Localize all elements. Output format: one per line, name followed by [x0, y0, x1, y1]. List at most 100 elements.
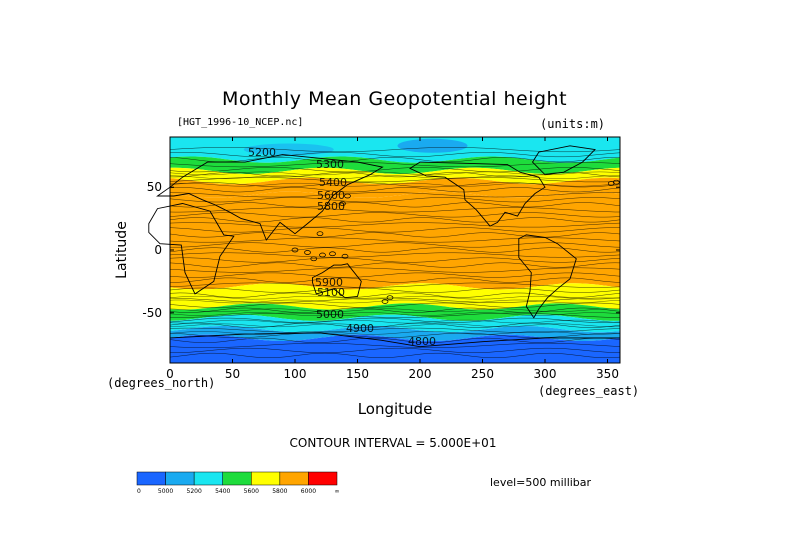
contour-line — [169, 327, 621, 333]
x-unit-label: (degrees_north) — [107, 376, 216, 390]
contour-line — [169, 162, 621, 168]
x-tick-label: 150 — [346, 367, 369, 381]
colorbar-swatch — [251, 471, 281, 486]
contour-line — [169, 197, 621, 203]
contour-label: 4900 — [346, 322, 374, 335]
contour-line — [170, 312, 620, 318]
contour-line — [169, 295, 621, 300]
contour-line — [169, 308, 621, 313]
y-tick-label: 0 — [154, 243, 162, 257]
coastline — [518, 234, 577, 319]
contour-line — [169, 252, 621, 258]
contour-line — [169, 192, 621, 198]
contour-line — [170, 277, 621, 283]
contour-line — [170, 172, 621, 178]
contour-line — [169, 182, 621, 187]
file-label: [HGT_1996-10_NCEP.nc] — [177, 117, 304, 128]
contour-line — [169, 302, 621, 308]
island-outline — [344, 193, 351, 199]
contour-line — [169, 247, 621, 253]
contour-line — [169, 287, 621, 293]
x-tick-label: 300 — [534, 367, 557, 381]
colorbar-swatch — [136, 471, 166, 486]
x-tick-label: 200 — [409, 367, 432, 381]
x-tick-label: 100 — [284, 367, 307, 381]
colorbar-swatch — [193, 471, 223, 486]
contour-line — [169, 157, 621, 163]
contour-line — [169, 175, 620, 179]
contour-line — [169, 337, 621, 343]
contour-line — [169, 222, 621, 228]
island-outline — [381, 299, 389, 304]
island-outline — [316, 231, 324, 237]
x-tick-label: 0 — [166, 367, 174, 381]
contour-line — [169, 217, 621, 223]
coastline — [148, 203, 235, 295]
contour-line — [169, 257, 621, 263]
x-tick-label: 350 — [596, 367, 619, 381]
x-axis-label: Longitude — [357, 400, 433, 418]
polar-low-region-2 — [243, 143, 334, 156]
contour-line — [169, 282, 621, 288]
contour-line — [169, 312, 621, 316]
contour-line — [170, 242, 621, 248]
contour-label: 5300 — [316, 158, 344, 171]
island-outline — [319, 252, 326, 258]
contour-line — [169, 227, 620, 233]
contour-label: 5200 — [248, 146, 276, 159]
colorbar-label: 5600 — [244, 488, 259, 495]
contour-line — [169, 202, 621, 208]
contour-label: 5600 — [317, 189, 345, 202]
units-label: (units:m) — [540, 117, 606, 131]
coastline — [156, 154, 384, 241]
island-outline — [386, 295, 394, 301]
contour-line — [169, 292, 621, 298]
contour-line — [169, 147, 621, 153]
contour-line — [169, 207, 620, 213]
level-label: level=500 millibar — [490, 476, 592, 489]
contour-line — [169, 167, 621, 173]
island-outline — [341, 253, 349, 259]
contour-line — [169, 187, 621, 193]
colorbar-swatch — [279, 471, 309, 486]
colorbar-label: 6000 — [301, 488, 316, 495]
island-outline — [329, 251, 336, 257]
contour-line — [170, 347, 621, 353]
colorbar-swatch — [222, 471, 252, 486]
chart-title: Monthly Mean Geopotential height — [221, 88, 568, 110]
contour-label: 4800 — [408, 335, 436, 348]
contour-label: 5900 — [315, 276, 343, 289]
island-outline — [310, 256, 318, 262]
colorbar-label: 5400 — [215, 488, 230, 495]
island-outline — [291, 247, 299, 253]
island-outline — [304, 250, 311, 255]
band-5200-7 — [170, 314, 620, 333]
contour-label: 5000 — [316, 308, 344, 321]
x-tick-label: 250 — [471, 367, 494, 381]
contour-interval-label: CONTOUR INTERVAL = 5.000E+01 — [289, 436, 497, 450]
band-5400-6 — [170, 303, 620, 321]
colorbar-label: 5800 — [272, 488, 287, 495]
coastline — [169, 332, 620, 348]
contour-line — [169, 272, 621, 278]
colorbar-label: 5000 — [158, 488, 173, 495]
island-outline — [339, 201, 346, 206]
y-tick-label: -50 — [142, 306, 162, 320]
contour-line — [169, 267, 621, 273]
contour-label: 5400 — [319, 176, 347, 189]
colorbar-label: 5200 — [187, 488, 202, 495]
contour-line — [169, 182, 621, 188]
colorbar-swatch — [308, 471, 338, 486]
x-tick-label: 50 — [225, 367, 240, 381]
colorbar-label: 0 — [137, 488, 141, 495]
y-unit-label: (degrees_east) — [538, 384, 640, 398]
y-tick-label: 50 — [147, 180, 162, 194]
contour-line — [169, 152, 621, 158]
contour-line — [169, 262, 621, 268]
contour-line — [169, 319, 621, 324]
contour-label: 5100 — [317, 286, 345, 299]
polar-low-region — [397, 138, 468, 153]
coastline — [312, 263, 362, 299]
contour-line — [169, 212, 621, 218]
